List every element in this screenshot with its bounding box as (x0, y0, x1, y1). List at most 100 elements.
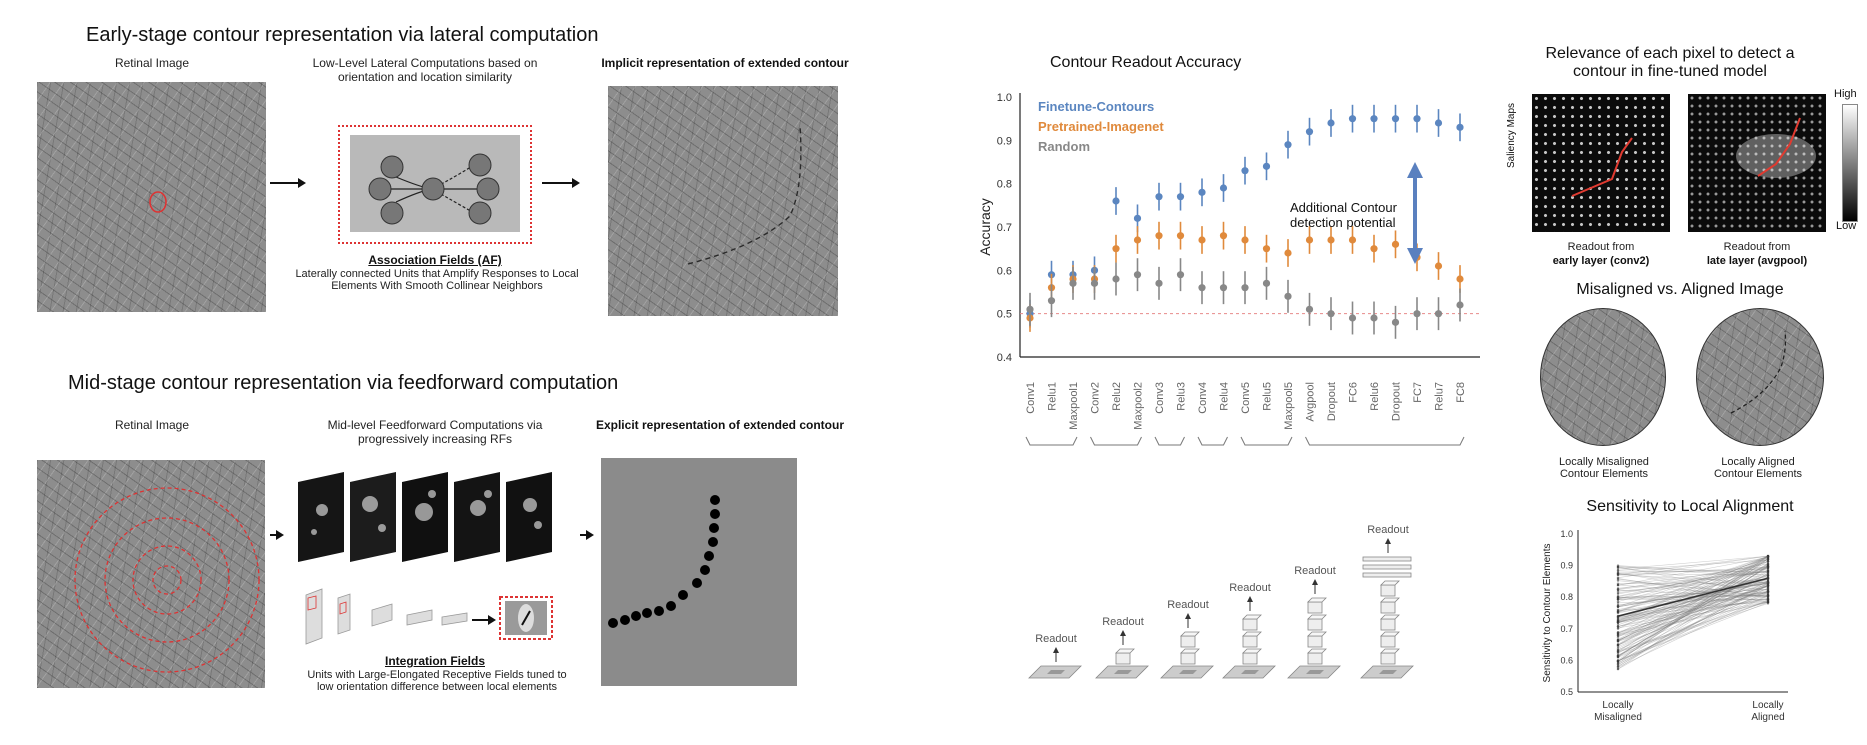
subject-line (1617, 583, 1769, 667)
conv-block (1380, 584, 1396, 597)
subject-line (1617, 572, 1769, 599)
layer-label: Maxpool1 (1068, 382, 1080, 430)
x-tick-label: Locally (1602, 700, 1633, 711)
subject-point (1616, 632, 1620, 636)
readout-label: Readout (1102, 616, 1144, 628)
layer-group-bracket (1090, 436, 1142, 446)
late-layer-caption: late layer (avgpool) (1706, 255, 1808, 267)
feature-map-stack (298, 472, 553, 645)
subject-line (1617, 587, 1769, 651)
subject-line (1617, 584, 1769, 665)
subject-line (1617, 590, 1769, 658)
subject-point (1766, 594, 1770, 597)
subject-line (1617, 560, 1769, 624)
subject-line (1617, 566, 1769, 595)
feedforward-label: Mid-level Feedforward Computations via p… (327, 418, 543, 446)
input-patch (1379, 670, 1397, 674)
subject-line (1617, 572, 1769, 667)
subject-line (1617, 598, 1769, 622)
data-point (1198, 284, 1206, 292)
subject-line (1617, 599, 1769, 623)
y-tick-label: 0.8 (1560, 592, 1573, 602)
subject-point (1766, 600, 1770, 604)
layer-label: Dropout (1326, 382, 1338, 421)
saliency-title: Relevance of each pixel to detect a cont… (1545, 45, 1795, 80)
data-point (1434, 310, 1443, 318)
conv-block (1380, 601, 1396, 614)
arrow-right-icon (580, 530, 594, 540)
subject-point (1616, 667, 1620, 671)
data-point (1133, 236, 1142, 244)
data-point (1198, 236, 1206, 244)
conv-block-top (1307, 614, 1327, 620)
data-point (1112, 275, 1120, 283)
conv-block-top (1380, 631, 1400, 637)
data-point (1391, 318, 1400, 326)
subject-point (1766, 588, 1770, 591)
subject-line (1617, 600, 1769, 652)
conv-block-top (1180, 648, 1200, 654)
readout-label: Readout (1229, 582, 1271, 594)
subject-point (1766, 560, 1770, 563)
conv-block-top (1380, 580, 1400, 586)
data-point (1112, 197, 1120, 205)
subject-point (1616, 569, 1620, 573)
subject-line (1617, 589, 1769, 598)
subject-line (1617, 585, 1769, 670)
y-tick-label: 0.9 (997, 135, 1012, 147)
readout-chart-title: Contour Readout Accuracy (1050, 54, 1242, 71)
data-point (1370, 115, 1378, 123)
target-circle (149, 191, 167, 213)
subject-line (1617, 570, 1769, 598)
conv-block (1307, 635, 1323, 648)
subject-line (1617, 564, 1769, 654)
subject-point (1616, 638, 1620, 642)
x-tick-label: Aligned (1751, 712, 1784, 723)
legend-entry: Random (1038, 139, 1090, 154)
conv-block (1242, 635, 1258, 648)
subject-line (1617, 601, 1769, 635)
subject-line (1617, 585, 1769, 641)
misaligned-caption: Locally Misaligned Contour Elements (1559, 456, 1649, 480)
subject-point (1616, 664, 1620, 668)
data-point (1241, 284, 1249, 292)
saliency-colorbar (1842, 104, 1858, 222)
data-point (1284, 249, 1292, 257)
layer-label: Conv4 (1197, 382, 1209, 414)
data-point (1370, 314, 1378, 322)
subject-line (1617, 591, 1769, 627)
subject-line (1617, 556, 1769, 662)
subject-line (1617, 555, 1769, 652)
subject-line (1617, 570, 1769, 589)
data-point (1219, 184, 1228, 192)
subject-point (1616, 589, 1620, 593)
data-point (1241, 236, 1249, 244)
saliency-side-label: Saliency Maps (1506, 102, 1517, 168)
subject-line (1617, 583, 1769, 606)
subject-line (1617, 563, 1769, 590)
subject-point (1616, 659, 1620, 662)
data-point (1262, 279, 1271, 287)
conv-block (1115, 652, 1131, 665)
subject-line (1617, 573, 1769, 576)
subject-line (1617, 589, 1769, 613)
subject-point (1616, 616, 1620, 619)
layer-label: Relu6 (1369, 382, 1381, 411)
saliency-map-late (1688, 94, 1826, 232)
network-stack: Readout (1287, 565, 1341, 679)
subject-point (1616, 650, 1620, 654)
y-tick-label: 0.8 (997, 179, 1012, 191)
legend-entry: Pretrained-Imagenet (1038, 119, 1164, 134)
x-tick-label: Misaligned (1594, 712, 1642, 723)
data-point (1198, 188, 1206, 196)
explicit-contour-image (601, 458, 797, 686)
subject-line (1617, 565, 1769, 597)
subject-point (1616, 600, 1620, 603)
layer-label: Relu2 (1111, 382, 1123, 411)
data-point (1133, 214, 1142, 222)
data-point (1434, 119, 1443, 127)
subject-point (1766, 554, 1770, 558)
subject-line (1617, 597, 1769, 627)
subject-line (1617, 582, 1769, 584)
sensitivity-chart: 0.5 0.6 0.7 0.8 0.9 1.0 Sensitivity to Contour… (1542, 529, 1788, 723)
